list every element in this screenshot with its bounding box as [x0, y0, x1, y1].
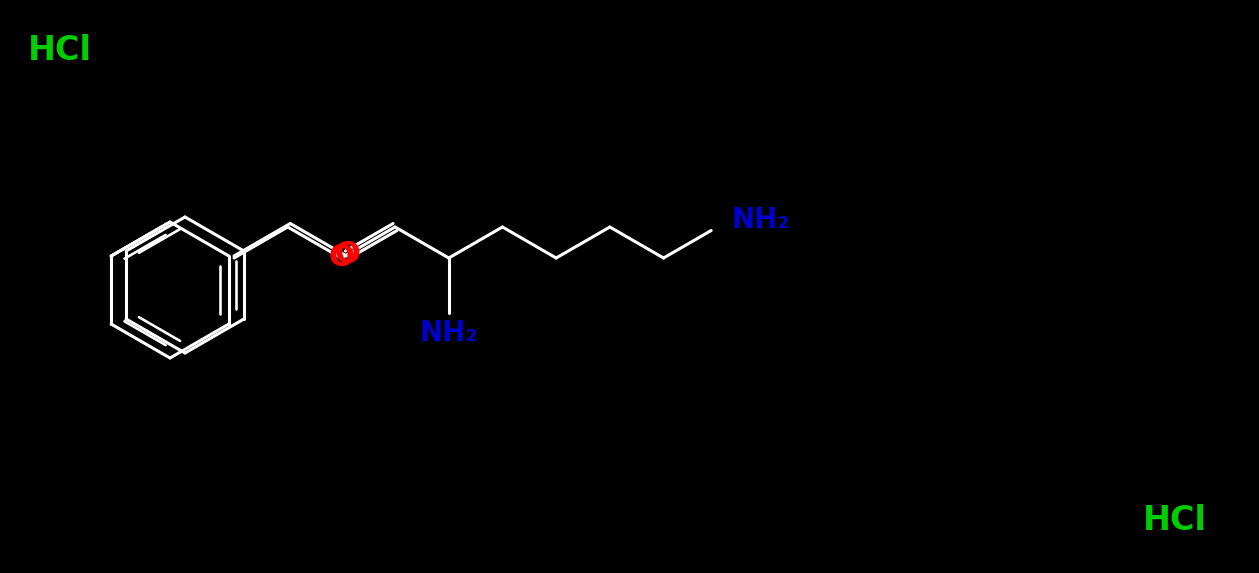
Text: NH₂: NH₂ [419, 319, 478, 347]
Text: HCl: HCl [1143, 504, 1207, 536]
Text: O: O [329, 244, 354, 273]
Text: HCl: HCl [28, 33, 92, 66]
Text: NH₂: NH₂ [731, 206, 789, 234]
Text: O: O [335, 240, 360, 269]
